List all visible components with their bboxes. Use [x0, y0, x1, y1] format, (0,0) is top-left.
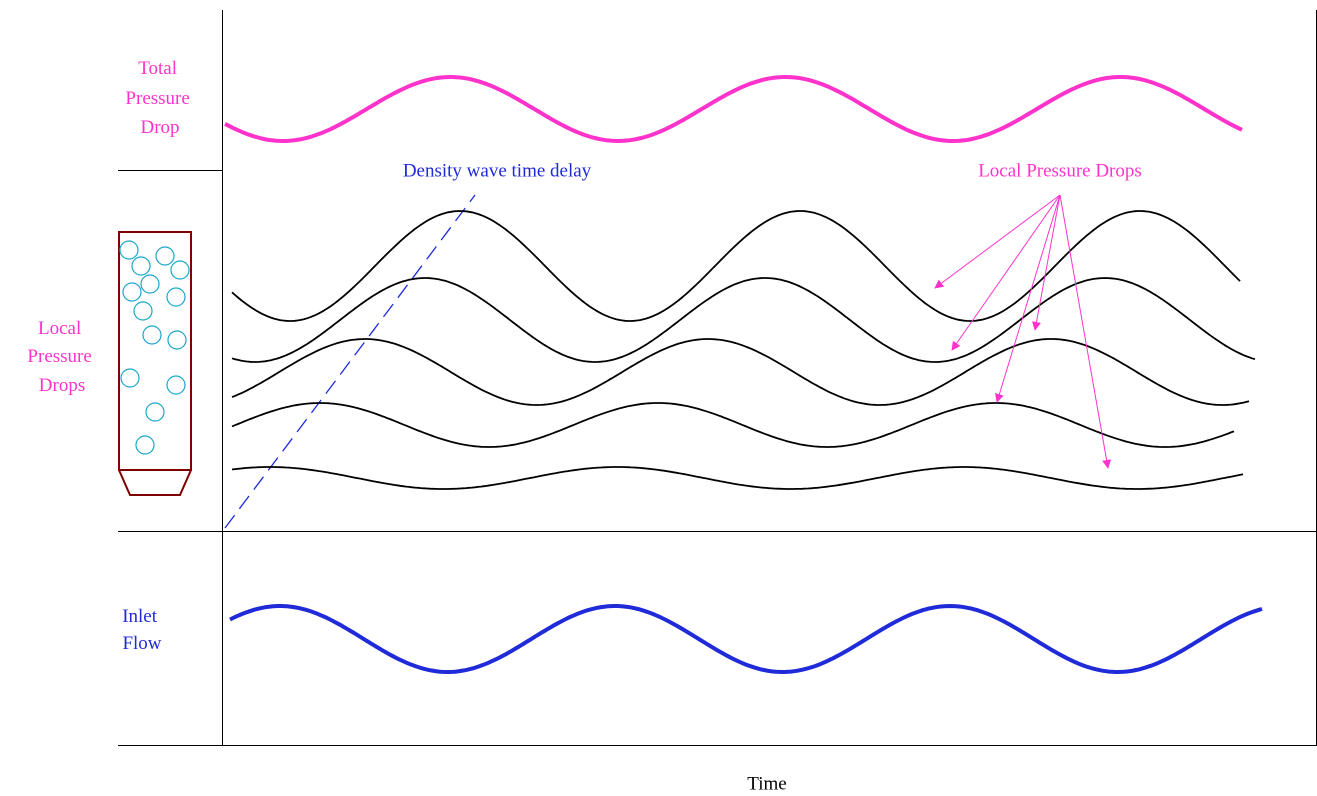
wave	[232, 339, 1249, 405]
axis-label: Time	[747, 773, 786, 794]
label-line: Inlet	[122, 606, 158, 627]
diagram: Total Pressure Drop Local Pressure Drops…	[0, 0, 1317, 796]
annotation: Local Pressure Drops	[978, 160, 1142, 181]
bubbles	[120, 241, 189, 454]
frame	[118, 10, 1317, 746]
wave	[232, 278, 1255, 362]
label-line: Local	[38, 318, 81, 339]
wave	[230, 606, 1262, 672]
reactor-tube	[119, 232, 191, 495]
arrow	[935, 195, 1060, 288]
tube	[119, 232, 191, 470]
wave	[225, 77, 1242, 141]
annotation: Density wave time delay	[403, 160, 592, 181]
label-line: Pressure	[27, 346, 91, 367]
label-line: Pressure	[125, 88, 189, 109]
arrow	[1035, 195, 1060, 330]
wave	[232, 467, 1243, 489]
label-line: Flow	[122, 633, 161, 654]
label-line: Drop	[140, 117, 179, 138]
row-label: Local Pressure Drops	[27, 318, 96, 396]
arrow	[952, 195, 1060, 350]
label-line: Drops	[39, 375, 85, 396]
row-label: Total Pressure Drop	[125, 58, 194, 138]
wave	[232, 211, 1240, 321]
arrows	[935, 195, 1108, 468]
row-label: Inlet Flow	[122, 606, 162, 654]
wave	[232, 403, 1234, 447]
label-line: Total	[138, 58, 177, 79]
tube-outlet	[119, 470, 191, 495]
